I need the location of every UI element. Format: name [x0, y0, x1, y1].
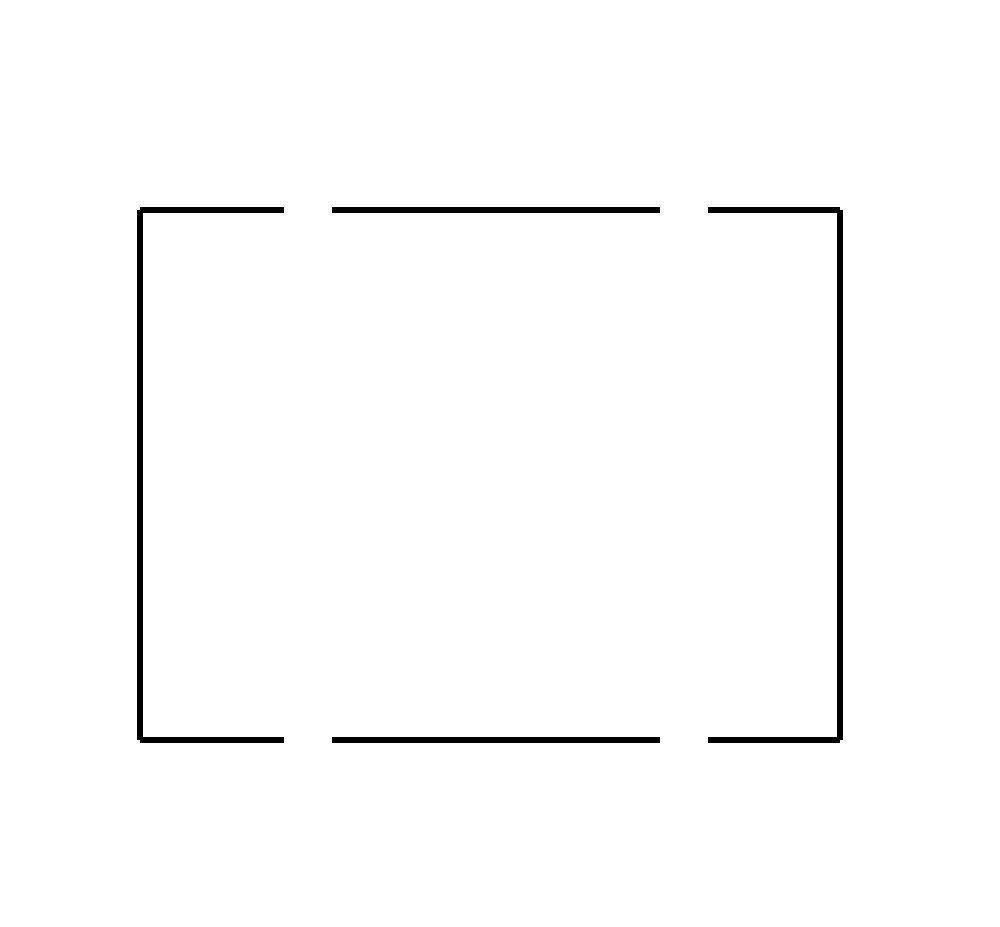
- diagram: [0, 0, 1000, 927]
